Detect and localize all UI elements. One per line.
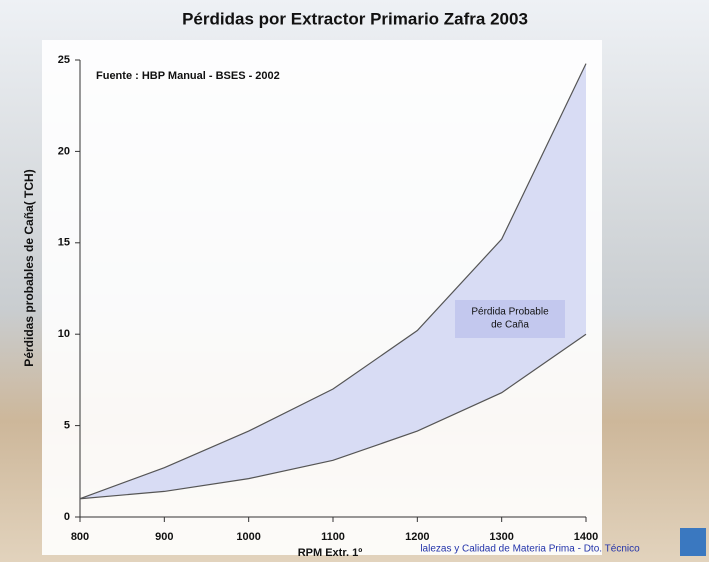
y-tick-label: 20 <box>58 145 70 157</box>
y-tick-label: 10 <box>58 328 70 340</box>
y-tick-label: 15 <box>58 237 70 249</box>
annotation: Fuente : HBP Manual - BSES - 2002 <box>96 70 280 82</box>
area-label: de Caña <box>491 320 529 331</box>
x-tick-label: 1400 <box>574 531 598 543</box>
x-tick-label: 1100 <box>321 531 345 543</box>
x-tick-label: 1300 <box>489 531 513 543</box>
x-tick-label: 1000 <box>236 531 260 543</box>
x-tick-label: 900 <box>155 531 173 543</box>
y-tick-label: 5 <box>64 420 70 432</box>
x-axis-label: RPM Extr. 1º <box>298 547 363 559</box>
footer: lalezas y Calidad de Materia Prima - Dto… <box>420 544 640 555</box>
x-tick-label: 800 <box>71 531 89 543</box>
logo <box>680 528 706 556</box>
y-tick-label: 25 <box>58 54 70 66</box>
y-tick-label: 0 <box>64 511 70 523</box>
x-tick-label: 1200 <box>405 531 429 543</box>
chart: Pérdidas por Extractor Primario Zafra 20… <box>0 0 709 562</box>
chart-title: Pérdidas por Extractor Primario Zafra 20… <box>182 9 528 28</box>
y-axis-label: Pérdidas probables de Caña( TCH) <box>22 169 36 366</box>
area-label: Pérdida Probable <box>471 307 549 318</box>
